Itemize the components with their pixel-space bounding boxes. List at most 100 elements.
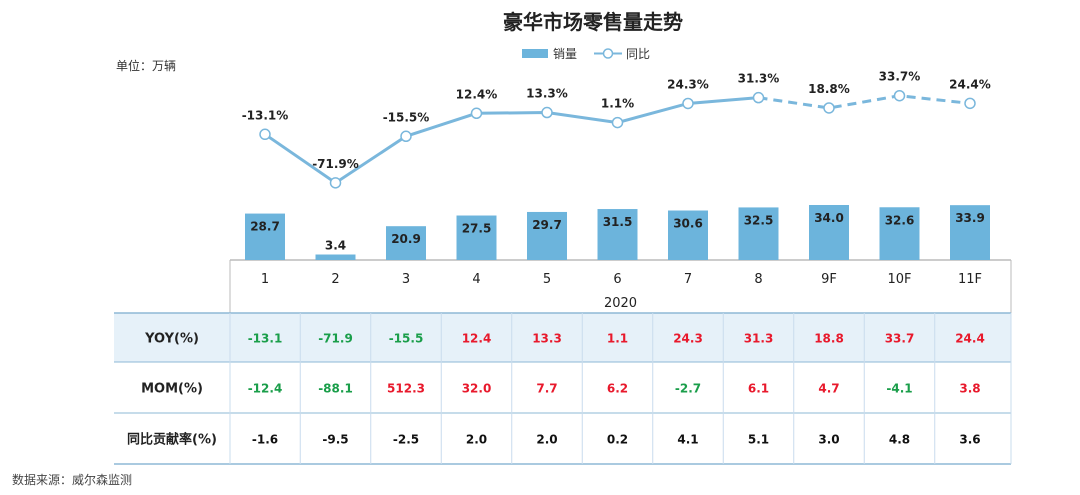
yoy-point	[893, 89, 906, 102]
yoy-value-label: -15.5%	[383, 110, 430, 124]
bar	[879, 207, 920, 260]
table-row-header: MOM(%)	[141, 382, 203, 397]
table-cell: -15.5	[389, 332, 424, 346]
legend-line-marker	[602, 48, 614, 59]
x-tick-label: 9F	[821, 272, 837, 287]
unit-label: 单位：万辆	[116, 58, 176, 73]
bar	[315, 254, 356, 260]
yoy-value-label: 12.4%	[456, 87, 498, 101]
table-cell: -2.7	[675, 382, 701, 396]
table-cell: 33.7	[885, 332, 915, 346]
bar	[386, 226, 426, 260]
table-cell: 7.7	[536, 382, 557, 396]
yoy-point	[470, 107, 483, 120]
axis-layer: 1 2 3 4 5 6 7 8 9F 10F 11F 2020	[229, 259, 1012, 313]
bar	[245, 213, 285, 260]
bar-value-label: 28.7	[250, 220, 280, 234]
bar-layer: 28.7 3.4 20.9 27.5 29.7 31.5 30.6 32.5 34.0 32.6 3…	[245, 205, 990, 260]
source-note: 数据来源：威尔森监测	[12, 472, 132, 487]
yoy-value-label: 33.7%	[879, 70, 921, 84]
x-tick-label: 2	[331, 272, 339, 287]
x-tick-label: 6	[613, 272, 621, 287]
table-cell: -1.6	[252, 433, 278, 447]
x-axis-year-label: 2020	[604, 296, 637, 311]
bar-value-label: 33.9	[955, 211, 985, 225]
bar-value-label: 3.4	[325, 239, 346, 253]
x-tick-label: 4	[472, 272, 480, 287]
yoy-value-label: 1.1%	[601, 97, 634, 111]
x-tick-label: 3	[402, 272, 410, 287]
bar-value-label: 32.6	[885, 213, 915, 227]
bar-value-label: 32.5	[744, 213, 774, 227]
table-cell: 3.8	[959, 382, 980, 396]
bar-value-label: 27.5	[462, 222, 492, 236]
x-tick-label: 5	[543, 272, 551, 287]
legend-label-yoy: 同比	[626, 47, 650, 61]
yoy-point	[752, 91, 765, 104]
bar	[738, 207, 779, 260]
x-tick-label: 1	[261, 272, 269, 287]
bar	[597, 209, 638, 260]
table-cell: 0.2	[607, 433, 628, 447]
bar-value-label: 31.5	[603, 215, 633, 229]
yoy-point	[259, 128, 271, 141]
yoy-point	[611, 116, 624, 129]
table-cell: 3.6	[959, 433, 980, 447]
chart-title: 豪华市场零售量走势	[503, 10, 683, 34]
table-row-background	[114, 313, 1011, 362]
table-cell: 1.1	[607, 332, 628, 346]
table-cell: 3.0	[818, 433, 839, 447]
yoy-value-label: -13.1%	[242, 108, 289, 122]
table-cell: -88.1	[318, 382, 353, 396]
table-cell: 6.1	[748, 382, 769, 396]
table-cell: 4.8	[889, 433, 910, 447]
yoy-line-dashed	[758, 94, 971, 110]
yoy-value-label: 24.4%	[949, 77, 991, 91]
bar	[668, 210, 708, 260]
bar-value-label: 29.7	[532, 218, 562, 232]
x-tick-label: 7	[684, 272, 692, 287]
yoy-point	[329, 177, 342, 189]
yoy-point	[823, 102, 835, 114]
bar	[456, 215, 497, 260]
yoy-point	[964, 97, 976, 110]
table-cell: -9.5	[322, 433, 348, 447]
legend-label-sales: 销量	[553, 47, 577, 61]
x-tick-label: 8	[754, 272, 762, 287]
table-cell: -12.4	[248, 382, 283, 396]
x-tick-label: 11F	[958, 272, 982, 287]
legend: 销量 同比	[522, 47, 650, 61]
bar	[950, 205, 990, 260]
table-cell: 31.3	[744, 332, 774, 346]
table-row-header: YOY(%)	[144, 332, 199, 347]
table-cell: 24.4	[955, 332, 985, 346]
table-cell: 5.1	[748, 433, 769, 447]
yoy-value-label: 24.3%	[667, 77, 709, 91]
table-cell: 6.2	[607, 382, 628, 396]
bar-value-label: 34.0	[814, 211, 844, 225]
table-cell: 2.0	[466, 433, 487, 447]
table-cell: -2.5	[393, 433, 419, 447]
yoy-line-solid	[264, 96, 759, 185]
table-cell: 4.1	[677, 433, 698, 447]
table-cell: 4.7	[818, 382, 839, 396]
yoy-point	[541, 106, 553, 119]
x-tick-label: 10F	[887, 272, 911, 287]
yoy-point	[682, 97, 694, 110]
bar	[527, 211, 567, 260]
yoy-point	[400, 130, 412, 143]
table-row-header: 同比贡献率(%)	[127, 432, 217, 448]
table-cell: 512.3	[387, 382, 425, 396]
table-cell: 2.0	[536, 433, 557, 447]
table-cell: -4.1	[886, 382, 912, 396]
yoy-value-label: 31.3%	[738, 72, 780, 86]
table-cell: 12.4	[462, 332, 492, 346]
yoy-value-label: -71.9%	[312, 157, 359, 171]
bar-value-label: 20.9	[391, 232, 421, 246]
data-table: YOY(%) -13.1 -71.9 -15.5 12.4 13.3 1.1 24.3 31.3…	[114, 312, 1012, 465]
table-cell: 13.3	[532, 332, 562, 346]
table-cell: 18.8	[814, 332, 844, 346]
table-cell: -13.1	[248, 332, 283, 346]
yoy-value-label: 13.3%	[526, 87, 568, 101]
